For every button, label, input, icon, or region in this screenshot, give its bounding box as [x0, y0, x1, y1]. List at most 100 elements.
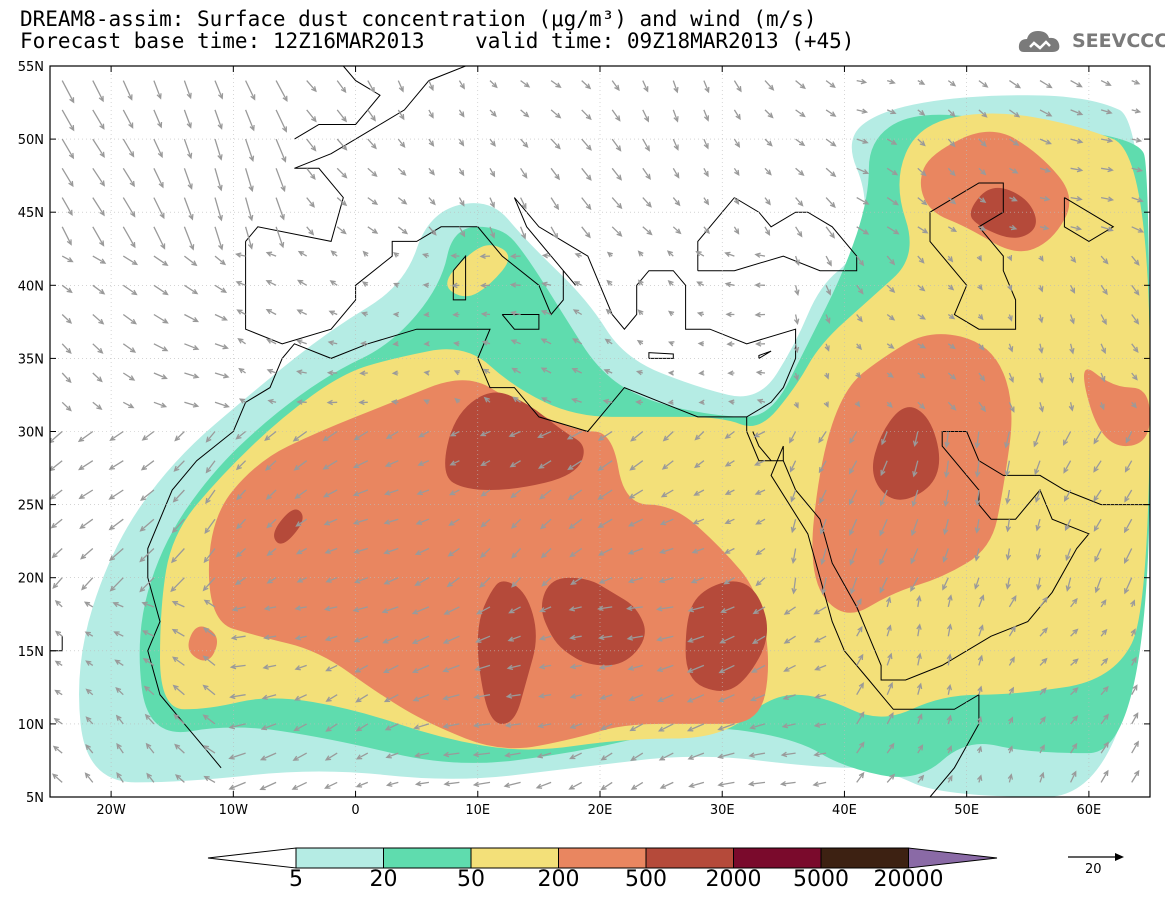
wind-arrow-icon — [764, 226, 771, 236]
wind-arrow-icon — [755, 369, 766, 376]
wind-arrow-icon — [171, 628, 185, 637]
wind-arrow-icon — [755, 547, 766, 556]
wind-arrow-icon — [1007, 284, 1013, 292]
wind-arrow-icon — [550, 80, 562, 89]
lon-tick-label: 40E — [832, 803, 857, 818]
wind-arrow-icon — [1070, 658, 1079, 666]
wind-arrow-icon — [472, 751, 491, 758]
wind-arrow-icon — [540, 309, 552, 316]
wind-arrow-icon — [1124, 548, 1133, 564]
wind-arrow-icon — [266, 518, 277, 529]
wind-arrow-icon — [418, 430, 430, 438]
wind-arrow-icon — [540, 338, 552, 345]
wind-arrow-icon — [353, 547, 368, 554]
colorbar-label: 5000 — [793, 867, 849, 892]
wind-arrow-icon — [122, 138, 135, 158]
wind-arrow-icon — [448, 518, 460, 526]
dust-level-5-region — [685, 581, 768, 691]
wind-arrow-icon — [472, 781, 491, 788]
wind-arrow-icon — [293, 460, 308, 471]
wind-arrow-icon — [1039, 627, 1048, 637]
wind-arrow-icon — [353, 430, 369, 441]
wind-arrow-icon — [1100, 769, 1109, 783]
wind-arrow-icon — [108, 489, 124, 500]
wind-arrow-icon — [324, 781, 338, 789]
wind-arrow-icon — [235, 252, 246, 258]
wind-arrow-icon — [1038, 402, 1045, 413]
wind-arrow-icon — [92, 284, 106, 295]
wind-arrow-icon — [184, 343, 200, 351]
wind-arrow-icon — [814, 693, 827, 700]
wind-arrow-icon — [229, 693, 246, 700]
wind-arrow-icon — [115, 686, 124, 696]
wind-arrow-icon — [291, 781, 307, 790]
wind-arrow-icon — [1069, 343, 1075, 355]
wind-arrow-icon — [1039, 687, 1047, 696]
wind-arrow-icon — [153, 80, 162, 100]
wind-arrow-icon — [183, 197, 194, 221]
wind-arrow-icon — [355, 694, 369, 703]
dust-level-5-region — [970, 187, 1036, 238]
wind-arrow-icon — [359, 370, 368, 376]
wind-arrow-icon — [916, 595, 922, 608]
lat-tick-label: 15N — [18, 645, 44, 660]
wind-arrow-icon — [153, 255, 169, 267]
wind-arrow-icon — [605, 308, 613, 315]
wind-arrow-icon — [230, 634, 246, 641]
wind-arrow-icon — [550, 167, 561, 181]
wind-arrow-icon — [324, 635, 338, 642]
wind-arrow-icon — [600, 781, 613, 791]
wind-arrow-icon — [687, 606, 705, 613]
wind-arrow-icon — [297, 279, 308, 286]
colorbar-bin — [820, 847, 909, 869]
wind-arrow-icon — [52, 745, 63, 754]
wind-arrow-icon — [849, 431, 858, 444]
wind-arrow-icon — [170, 548, 185, 564]
wind-arrow-icon — [475, 635, 491, 643]
wind-arrow-icon — [510, 339, 521, 345]
wind-arrow-icon — [629, 723, 644, 732]
wind-arrow-icon — [1068, 372, 1075, 384]
wind-arrow-icon — [947, 226, 958, 233]
lat-tick-label: 10N — [18, 718, 44, 733]
wind-arrow-icon — [539, 635, 552, 641]
wind-arrow-icon — [717, 694, 735, 703]
wind-arrow-icon — [292, 430, 308, 442]
lat-tick-label: 30N — [18, 426, 44, 441]
wind-arrow-icon — [50, 431, 63, 444]
wind-arrow-icon — [947, 255, 954, 263]
wind-arrow-icon — [541, 577, 552, 587]
wind-arrow-icon — [520, 167, 528, 179]
wind-arrow-icon — [879, 518, 888, 537]
wind-arrow-icon — [917, 138, 926, 147]
wind-arrow-icon — [417, 460, 430, 466]
colorbar-bin — [383, 847, 472, 869]
wind-arrow-icon — [1124, 489, 1133, 503]
wind-arrow-icon — [214, 343, 229, 350]
wind-arrow-icon — [812, 781, 827, 787]
lon-tick-label: 30E — [710, 803, 735, 818]
wind-arrow-icon — [856, 138, 869, 144]
wind-arrow-icon — [537, 430, 552, 439]
wind-arrow-icon — [569, 752, 582, 760]
dust-level-5-region — [872, 407, 940, 500]
wind-arrow-icon — [411, 664, 430, 674]
wind-arrow-icon — [686, 664, 705, 673]
wind-arrow-icon — [231, 606, 246, 612]
wind-arrow-icon — [393, 251, 400, 258]
wind-arrow-icon — [1131, 656, 1137, 666]
wind-arrow-icon — [850, 577, 858, 595]
wind-arrow-icon — [214, 255, 227, 266]
wind-arrow-icon — [259, 752, 277, 761]
wind-arrow-icon — [599, 694, 613, 700]
wind-arrow-icon — [916, 623, 922, 637]
wind-arrow-icon — [336, 80, 347, 94]
coastline — [147, 197, 797, 769]
wind-arrow-icon — [656, 664, 674, 672]
wind-arrow-icon — [322, 489, 338, 498]
wind-arrow-icon — [428, 138, 435, 147]
wind-arrow-icon — [1070, 628, 1079, 637]
wind-arrow-icon — [628, 694, 644, 701]
wind-arrow-icon — [61, 401, 72, 412]
wind-arrow-icon — [886, 138, 898, 145]
